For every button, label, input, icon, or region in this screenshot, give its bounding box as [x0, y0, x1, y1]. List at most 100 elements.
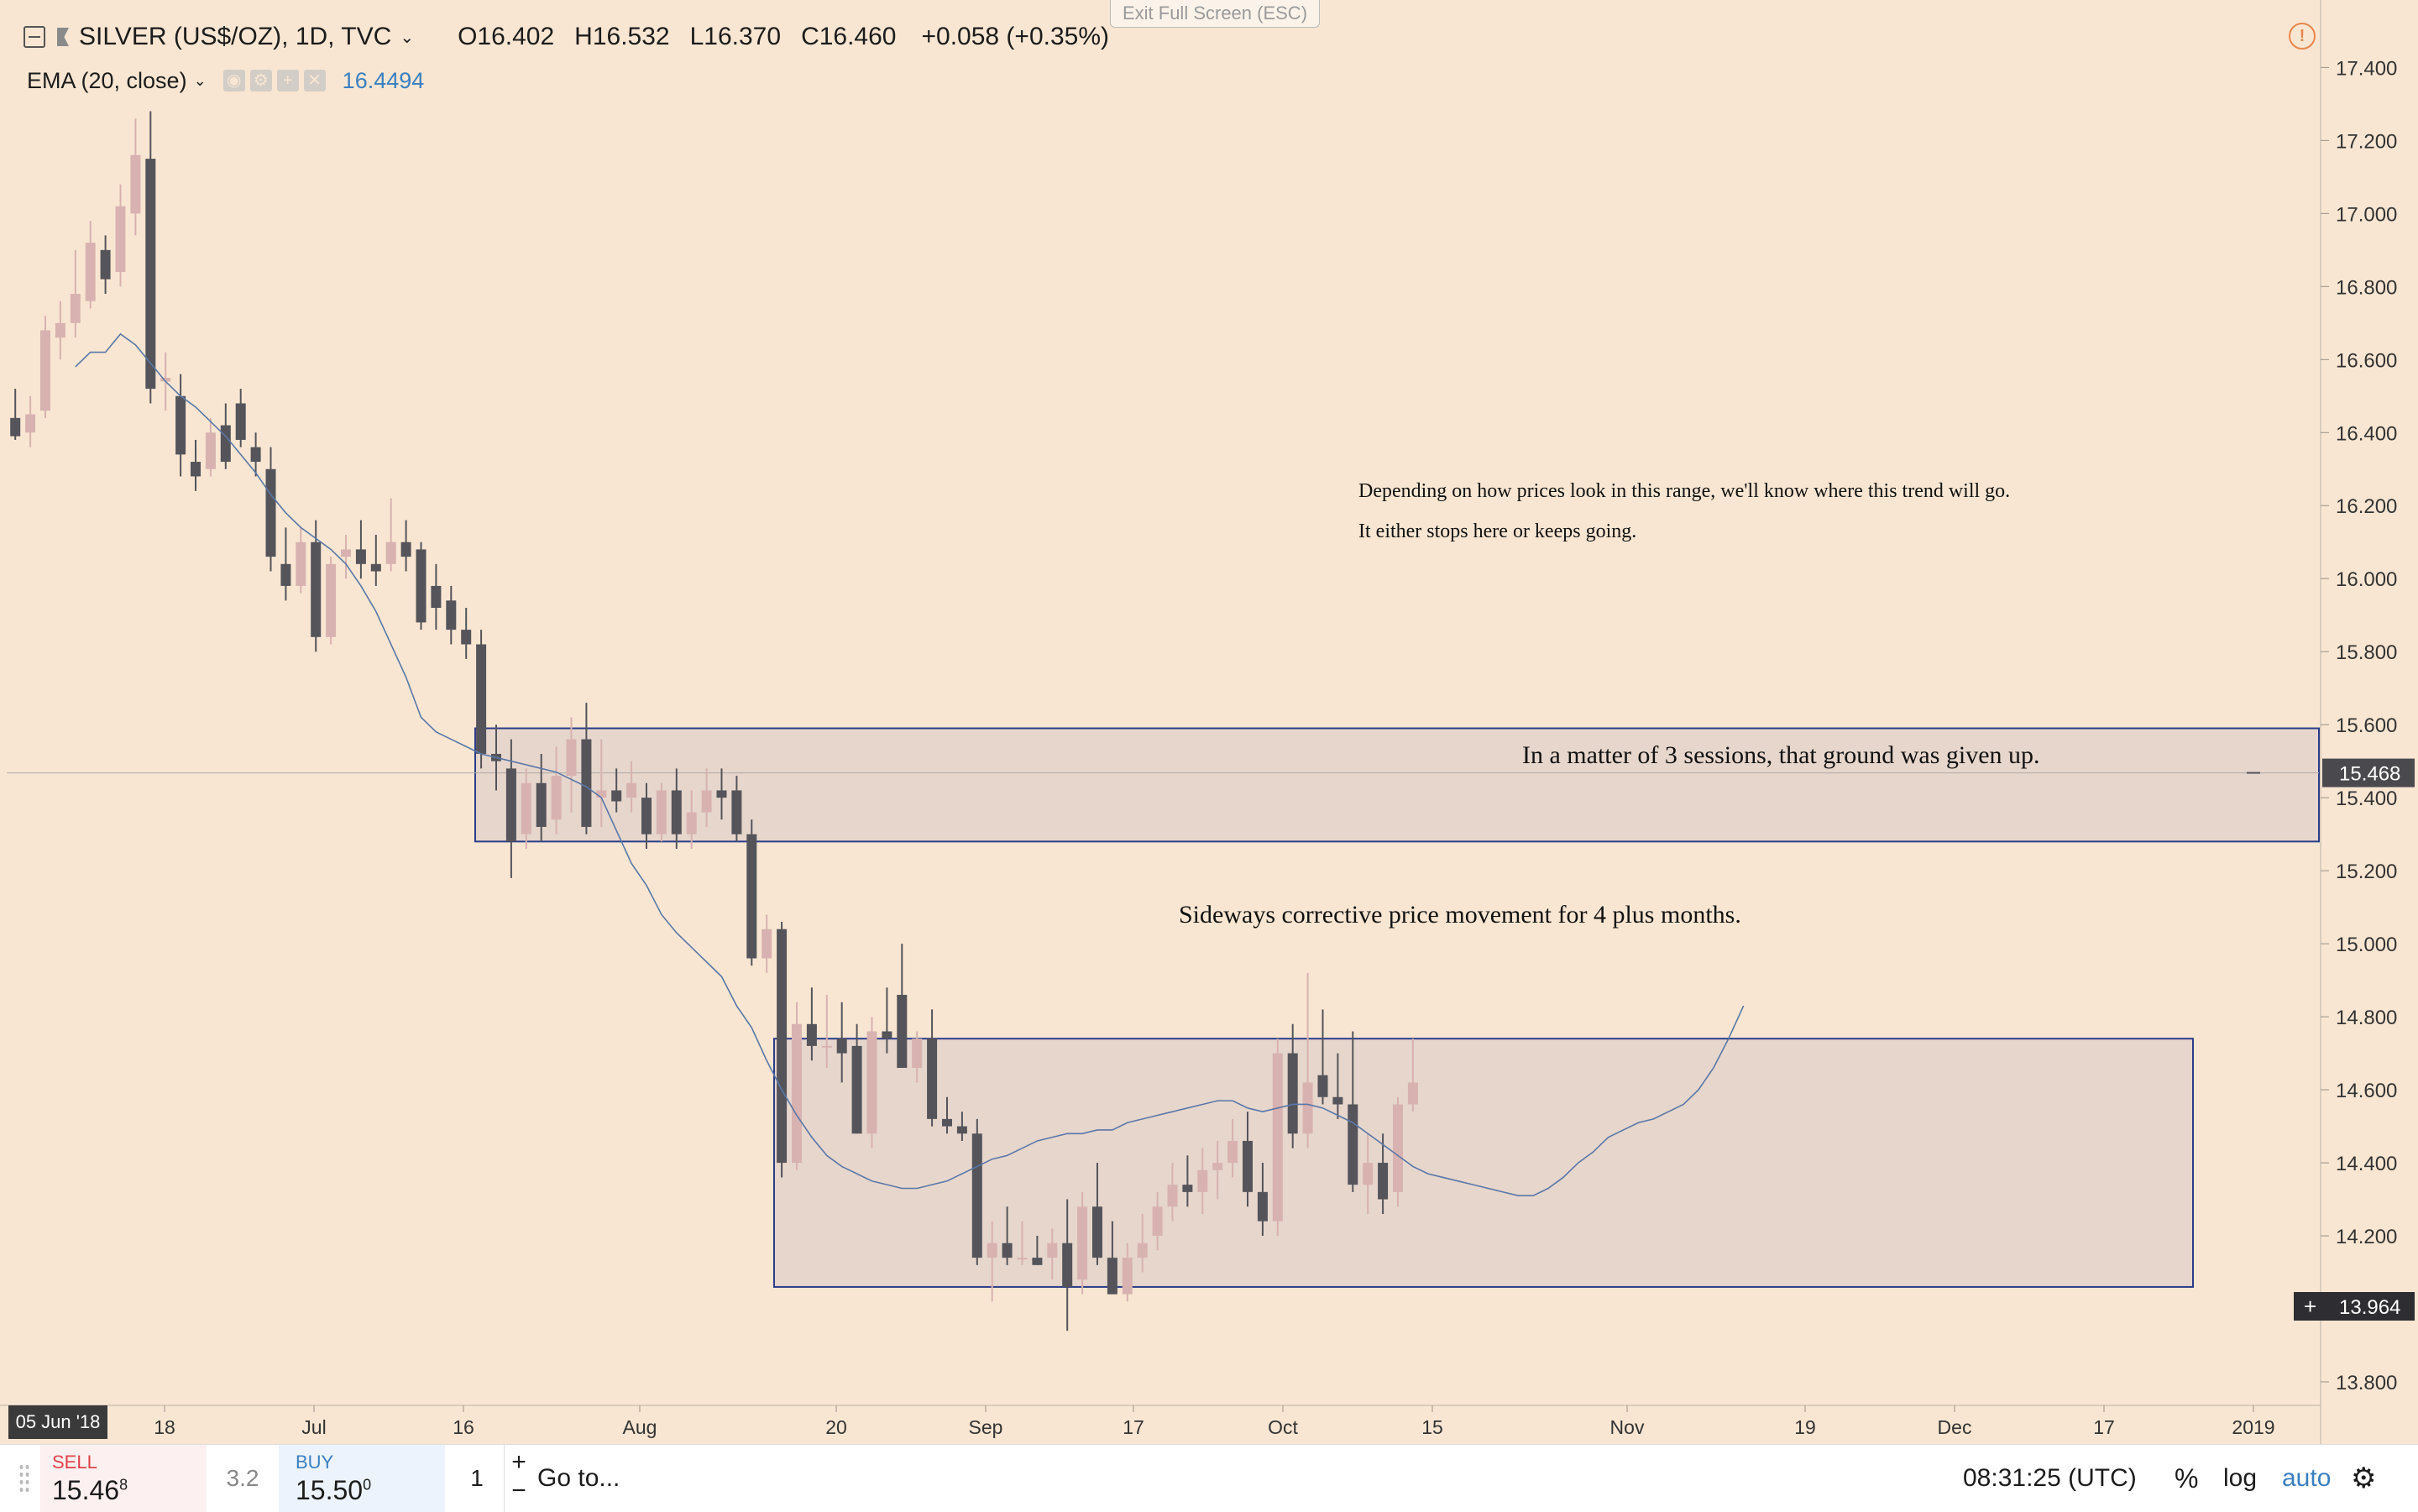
candle[interactable] [476, 630, 487, 769]
collapse-legend-icon[interactable] [24, 26, 45, 48]
candle[interactable] [686, 790, 697, 850]
candle[interactable] [1092, 1163, 1102, 1265]
candle[interactable] [1317, 1009, 1328, 1105]
candle[interactable] [566, 717, 577, 813]
candle[interactable] [641, 782, 652, 850]
candle[interactable] [10, 389, 21, 440]
candle[interactable] [716, 768, 727, 820]
percent-scale-toggle[interactable]: % [2175, 1463, 2199, 1494]
candle[interactable] [1227, 1118, 1238, 1178]
candle[interactable] [191, 439, 201, 491]
candle[interactable] [1122, 1243, 1133, 1302]
settings-gear-icon[interactable]: ⚙ [2351, 1462, 2377, 1494]
candle[interactable] [250, 432, 261, 477]
candle[interactable] [851, 1023, 862, 1134]
candle[interactable] [1243, 1112, 1253, 1207]
candle[interactable] [1002, 1206, 1013, 1265]
candle[interactable] [1062, 1199, 1073, 1332]
candle[interactable] [596, 739, 607, 827]
candle[interactable] [1257, 1163, 1268, 1237]
candle[interactable] [505, 739, 516, 878]
candle[interactable] [70, 249, 81, 338]
candle[interactable] [942, 1096, 952, 1134]
candle[interactable] [40, 316, 50, 418]
candle[interactable] [265, 447, 276, 572]
candle[interactable] [1152, 1191, 1163, 1251]
candle[interactable] [1302, 972, 1313, 1148]
candle[interactable] [1287, 1023, 1298, 1148]
candle[interactable] [311, 520, 322, 652]
quantity-input[interactable]: 1 [470, 1465, 484, 1491]
candle[interactable] [130, 118, 141, 236]
candle[interactable] [1212, 1140, 1223, 1200]
candle[interactable] [956, 1112, 967, 1141]
candle[interactable] [762, 914, 772, 973]
plus-icon[interactable]: + [276, 70, 299, 92]
candle[interactable] [551, 746, 562, 834]
candle[interactable] [296, 527, 306, 594]
candle[interactable] [55, 301, 65, 360]
candle[interactable] [1378, 1133, 1389, 1214]
candle[interactable] [897, 944, 908, 1068]
annotation-lower-box[interactable]: Sideways corrective price movement for 4… [1179, 901, 1741, 929]
candle[interactable] [927, 1009, 938, 1127]
candle[interactable] [1272, 1039, 1283, 1237]
candle[interactable] [626, 761, 637, 813]
annotation-note-line2[interactable]: It either stops here or keeps going. [1358, 521, 1636, 542]
candle[interactable] [792, 1002, 802, 1170]
candle[interactable] [355, 520, 366, 579]
buy-button[interactable]: BUY 15.500 [279, 1445, 445, 1512]
ema-line[interactable] [75, 332, 1745, 1197]
candle[interactable] [671, 768, 682, 850]
candle[interactable] [461, 608, 472, 659]
candle[interactable] [370, 535, 381, 586]
annotation-note-line1[interactable]: Depending on how prices look in this ran… [1358, 480, 2010, 502]
candle[interactable] [175, 374, 186, 477]
candle[interactable] [326, 557, 337, 645]
sell-button[interactable]: SELL 15.468 [40, 1445, 207, 1512]
candle[interactable] [431, 563, 442, 630]
chart-canvas[interactable]: Depending on how prices look in this ran… [0, 0, 2418, 1444]
candle[interactable] [821, 995, 832, 1068]
candle[interactable] [385, 498, 396, 572]
candle[interactable] [611, 768, 622, 813]
indicator-name[interactable]: EMA (20, close) [27, 67, 187, 93]
candle[interactable] [746, 819, 757, 966]
candle[interactable] [1407, 1039, 1418, 1112]
candle[interactable] [1137, 1213, 1148, 1273]
goto-date-button[interactable]: Go to... [537, 1464, 620, 1492]
candle[interactable] [1077, 1191, 1088, 1295]
candle[interactable] [416, 541, 427, 630]
candle[interactable] [806, 987, 817, 1061]
candle[interactable] [1047, 1228, 1058, 1280]
upper-range-box[interactable] [474, 727, 2320, 843]
candle[interactable] [235, 389, 246, 447]
candle[interactable] [882, 987, 892, 1054]
candle[interactable] [1182, 1155, 1193, 1207]
candle[interactable] [25, 395, 36, 447]
gear-icon[interactable]: ⚙ [249, 70, 272, 92]
candle[interactable] [100, 235, 111, 294]
candle[interactable] [85, 221, 96, 309]
candle[interactable] [205, 417, 216, 477]
lower-range-box[interactable] [773, 1038, 2194, 1288]
candle[interactable] [1017, 1221, 1028, 1265]
candle[interactable] [1393, 1096, 1403, 1207]
candle[interactable] [971, 1118, 982, 1265]
candle[interactable] [656, 782, 667, 842]
candle[interactable] [341, 535, 351, 579]
drag-handle-icon[interactable] [18, 1463, 30, 1494]
candle[interactable] [866, 1017, 877, 1148]
candle[interactable] [1167, 1163, 1178, 1222]
candle[interactable] [581, 703, 592, 834]
annotation-upper-box[interactable]: In a matter of 3 sessions, that ground w… [1522, 741, 2040, 769]
candle[interactable] [777, 922, 788, 1178]
increment-button[interactable]: + [511, 1448, 526, 1476]
candle[interactable] [115, 184, 126, 287]
symbol-title[interactable]: SILVER (US$/OZ), 1D, TVC [79, 23, 392, 50]
decrement-button[interactable]: − [511, 1477, 526, 1504]
candle[interactable] [280, 527, 291, 601]
candle[interactable] [1107, 1221, 1117, 1295]
eye-icon[interactable]: ◉ [222, 70, 245, 92]
candle[interactable] [145, 111, 156, 404]
